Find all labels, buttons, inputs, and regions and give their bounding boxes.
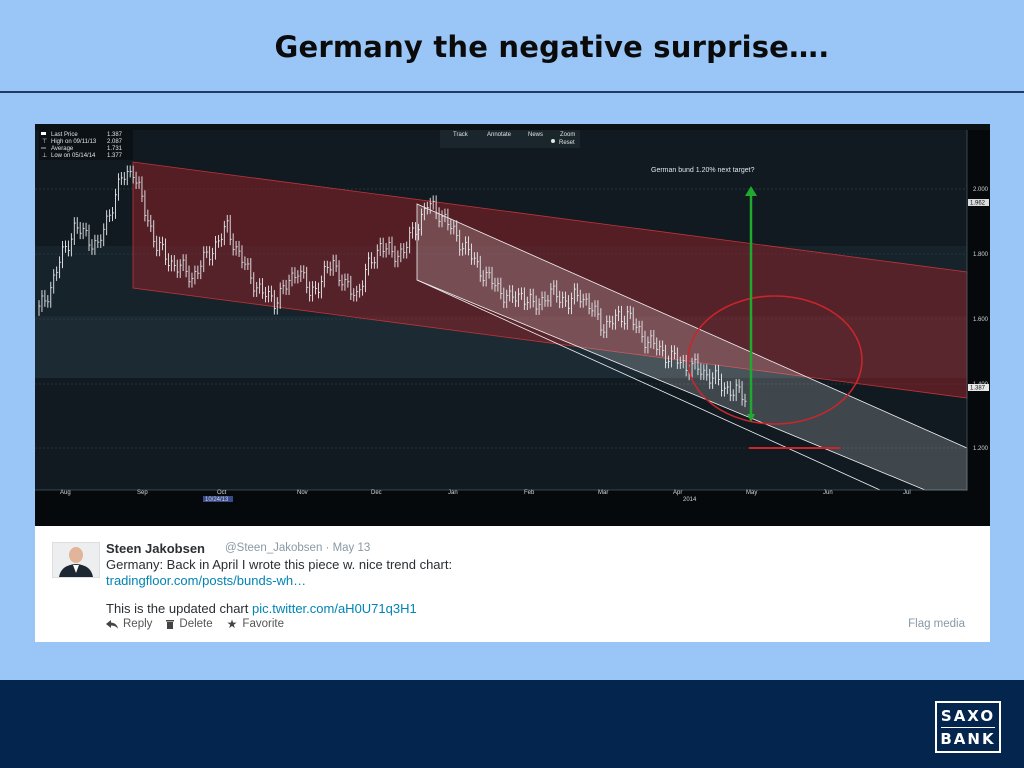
- saxo-bank-logo: SAXO BANK: [935, 701, 1001, 753]
- reply-icon: [106, 619, 118, 629]
- bund-yield-chart: German bund 1.20% next target? Track Ann…: [35, 124, 990, 526]
- x-tick-label: May: [746, 490, 757, 496]
- price-tag: 1.387: [970, 386, 986, 392]
- tweet-link[interactable]: tradingfloor.com/posts/bunds-wh…: [106, 573, 307, 588]
- legend-value: 1.387: [107, 132, 123, 138]
- x-tick-label: Jul: [903, 490, 911, 496]
- y-tick-label: 1.800: [973, 252, 989, 258]
- last-price-swatch: [41, 132, 46, 135]
- avatar[interactable]: [52, 542, 100, 578]
- chart-canvas: German bund 1.20% next target? Track Ann…: [35, 128, 990, 526]
- target-arrowtail-icon: [747, 414, 755, 422]
- legend-label: Average: [51, 146, 74, 152]
- toolbar-track[interactable]: Track: [453, 132, 469, 138]
- legend-value: 1.377: [107, 153, 123, 159]
- highlight-circle: [687, 295, 863, 425]
- x-tick-label: Jan: [448, 490, 458, 496]
- tweet-line: Germany: Back in April I wrote this piec…: [106, 557, 453, 572]
- legend-bg: [39, 128, 133, 160]
- y-tick-label: 1.600: [973, 317, 989, 323]
- delete-button[interactable]: Delete: [166, 618, 213, 630]
- reply-button[interactable]: Reply: [106, 618, 152, 630]
- x-tick-label: Oct: [217, 490, 227, 496]
- date-badge: 10/24/13: [205, 497, 229, 503]
- toolbar-bg: [440, 130, 580, 148]
- legend-label: High on 09/11/13: [51, 139, 97, 145]
- target-arrowhead-icon: [745, 186, 757, 196]
- tweet-media-link[interactable]: pic.twitter.com/aH0U71q3H1: [251, 601, 417, 616]
- reset-icon: [551, 139, 555, 143]
- logo-divider: [941, 727, 995, 728]
- legend-label: Last Price: [51, 132, 78, 138]
- legend-value: 1.731: [107, 146, 123, 152]
- toolbar-reset[interactable]: Reset: [559, 140, 575, 146]
- tweet-handle-date[interactable]: @Steen_Jakobsen · May 13: [225, 542, 371, 554]
- x-tick-label: Feb: [524, 490, 535, 496]
- x-tick-label: Jun: [823, 490, 833, 496]
- toolbar-news[interactable]: News: [528, 132, 543, 138]
- high-marker-icon: ⊤: [42, 138, 47, 145]
- x-tick-label: Sep: [137, 490, 148, 496]
- legend-value: 2.087: [107, 139, 123, 145]
- logo-line: BANK: [940, 730, 996, 748]
- x-axis: Aug Sep Oct Nov Dec Jan Feb Mar Apr May …: [35, 489, 967, 503]
- trash-icon: [166, 620, 175, 629]
- avatar-portrait-icon: [53, 543, 99, 577]
- y-axis: 2.000 1.800 1.600 1.400 1.200 1.962 1.38…: [966, 130, 989, 490]
- x-tick-label: Aug: [60, 490, 71, 496]
- x-tick-label: Mar: [598, 490, 608, 496]
- tweet-actions: Reply Delete ★ Favorite: [106, 618, 284, 630]
- y-tick-label: 2.000: [973, 187, 989, 193]
- price-tag: 1.962: [970, 201, 986, 207]
- y-tick-label: 1.200: [973, 446, 989, 452]
- chart-toolbar: Track Annotate News Zoom Reset: [440, 130, 580, 148]
- price-tag-bg: [968, 199, 989, 206]
- favorite-label: Favorite: [242, 618, 284, 630]
- date-badge-bg: [203, 496, 233, 502]
- toolbar-zoom[interactable]: Zoom: [560, 132, 575, 138]
- white-channel-lower-line: [416, 279, 881, 491]
- plot-band: [35, 378, 967, 448]
- title-divider: [0, 91, 1024, 93]
- reply-label: Reply: [123, 618, 153, 630]
- y-axis-area: [967, 130, 990, 490]
- tweet-author[interactable]: Steen Jakobsen: [106, 541, 205, 556]
- slide-title: Germany the negative surprise….: [274, 30, 830, 64]
- flag-media-link[interactable]: Flag media: [908, 618, 965, 630]
- chart-legend: Last Price 1.387 ⊤ High on 09/11/13 2.08…: [39, 128, 133, 160]
- toolbar-annotate[interactable]: Annotate: [487, 132, 512, 138]
- x-axis-area: [35, 490, 990, 526]
- favorite-button[interactable]: ★ Favorite: [227, 618, 284, 630]
- year-label: 2014: [683, 497, 697, 503]
- chart-annotation: German bund 1.20% next target?: [651, 167, 755, 174]
- footer-band: [0, 680, 1024, 768]
- price-series: [38, 165, 747, 408]
- tweet-card: Steen Jakobsen @Steen_Jakobsen · May 13 …: [35, 526, 990, 642]
- low-marker-icon: ⊥: [42, 152, 47, 159]
- x-tick-label: Dec: [371, 490, 382, 496]
- x-tick-label: Nov: [297, 490, 308, 496]
- legend-label: Low on 05/14/14: [51, 153, 96, 159]
- price-tag-bg: [968, 384, 989, 391]
- tweet-line: This is the updated chart: [106, 601, 252, 616]
- delete-label: Delete: [179, 618, 213, 630]
- logo-line: SAXO: [940, 707, 996, 725]
- tweet-body: Germany: Back in April I wrote this piec…: [106, 557, 706, 617]
- star-icon: ★: [226, 617, 238, 631]
- x-tick-label: Apr: [673, 490, 682, 496]
